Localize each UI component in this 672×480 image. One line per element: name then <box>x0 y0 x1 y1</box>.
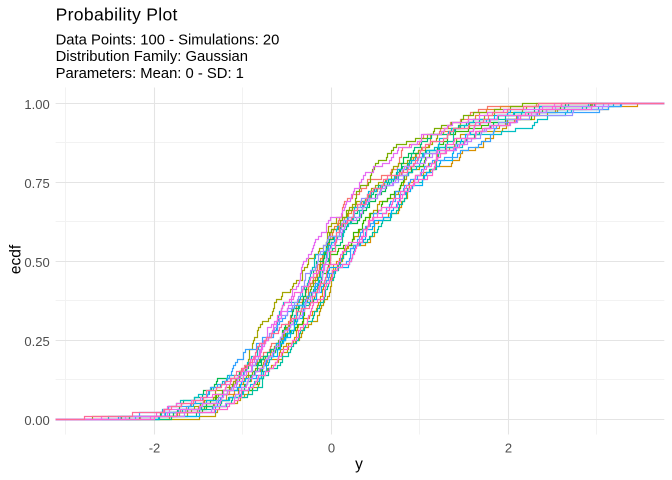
svg-text:0.00: 0.00 <box>24 413 49 428</box>
svg-text:2: 2 <box>505 441 512 456</box>
svg-text:0.50: 0.50 <box>24 255 49 270</box>
svg-text:Distribution Family: Gaussian: Distribution Family: Gaussian <box>56 49 248 65</box>
svg-text:ecdf: ecdf <box>7 244 24 274</box>
svg-text:0.75: 0.75 <box>24 176 49 191</box>
svg-text:1.00: 1.00 <box>24 97 49 112</box>
svg-text:0: 0 <box>328 441 335 456</box>
svg-text:0.25: 0.25 <box>24 334 49 349</box>
svg-text:Parameters: Mean: 0 - SD: 1: Parameters: Mean: 0 - SD: 1 <box>56 66 244 82</box>
svg-text:-2: -2 <box>149 441 161 456</box>
svg-text:Data Points: 100 - Simulations: Data Points: 100 - Simulations: 20 <box>56 32 280 48</box>
svg-text:y: y <box>355 456 363 473</box>
svg-text:Probability Plot: Probability Plot <box>56 4 178 24</box>
